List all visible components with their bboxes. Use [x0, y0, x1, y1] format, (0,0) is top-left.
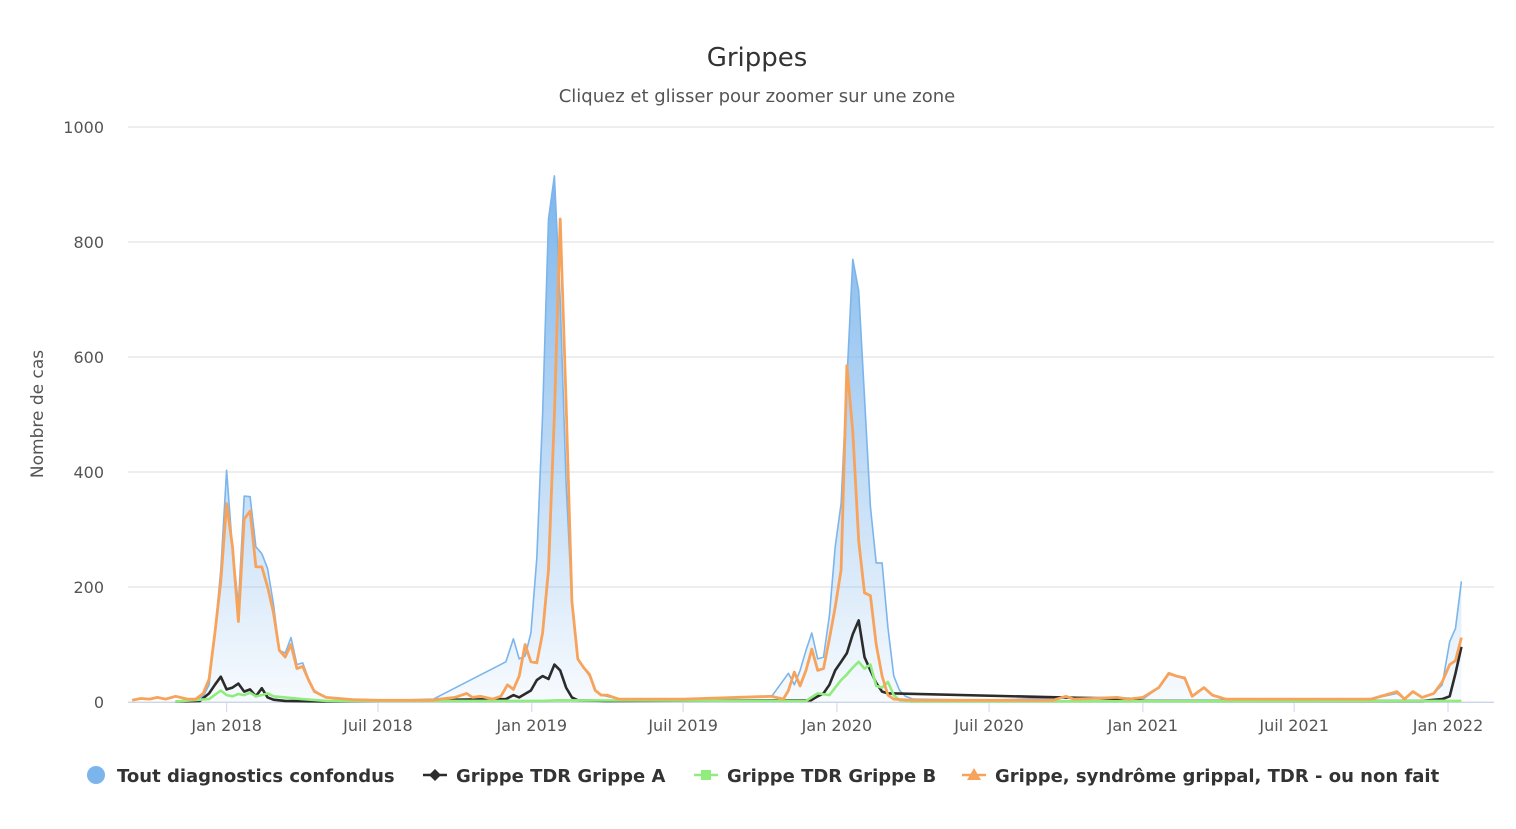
- y-tick-label: 200: [73, 578, 104, 597]
- y-tick-label: 600: [73, 348, 104, 367]
- legend-item[interactable]: Grippe, syndrôme grippal, TDR - ou non f…: [962, 766, 1440, 787]
- series-area-fill: [191, 175, 1462, 702]
- legend-circle-icon: [87, 766, 105, 784]
- y-axis-title: Nombre de cas: [28, 350, 48, 478]
- y-tick-label: 0: [94, 693, 104, 712]
- plot-series: [131, 175, 1463, 703]
- y-tick-label: 800: [73, 233, 104, 252]
- legend-triangle-icon: [967, 768, 981, 780]
- x-axis-ticks: Jan 2018 Juil 2018 Jan 2019 Juil 2019 Jan 20…: [128, 702, 1494, 735]
- y-tick-label: 400: [73, 463, 104, 482]
- legend-item[interactable]: Grippe TDR Grippe B: [694, 766, 936, 787]
- legend-diamond-icon: [429, 769, 441, 781]
- x-tick-label: Jan 2018: [190, 716, 261, 735]
- legend-label: Grippe TDR Grippe B: [727, 766, 936, 787]
- x-tick-label: Jan 2020: [801, 716, 872, 735]
- x-tick-label: Juil 2019: [647, 716, 718, 735]
- x-tick-label: Jan 2021: [1107, 716, 1178, 735]
- y-axis-ticks: 0 200 400 600 800 1000: [63, 118, 104, 712]
- x-tick-label: Jan 2022: [1412, 716, 1483, 735]
- x-tick-label: Juil 2020: [953, 716, 1024, 735]
- legend[interactable]: Tout diagnostics confondus Grippe TDR Gri…: [87, 766, 1440, 787]
- x-tick-label: Jan 2019: [496, 716, 567, 735]
- x-tick-label: Juil 2018: [342, 716, 413, 735]
- legend-label: Grippe, syndrôme grippal, TDR - ou non f…: [995, 766, 1440, 787]
- legend-item[interactable]: Tout diagnostics confondus: [87, 766, 395, 787]
- chart-title: Grippes: [707, 43, 808, 73]
- chart-subtitle: Cliquez et glisser pour zoomer sur une z…: [559, 86, 956, 107]
- series-line-syndrome-grippal[interactable]: [131, 217, 1463, 702]
- legend-label: Tout diagnostics confondus: [117, 766, 395, 787]
- x-tick-label: Juil 2021: [1258, 716, 1329, 735]
- legend-square-icon: [701, 770, 711, 780]
- y-tick-label: 1000: [63, 118, 104, 137]
- series-line-tout-diagnostics[interactable]: [191, 175, 1463, 702]
- legend-label: Grippe TDR Grippe A: [456, 766, 665, 787]
- series-line-grippe-b[interactable]: [175, 660, 1462, 703]
- legend-item[interactable]: Grippe TDR Grippe A: [423, 766, 665, 787]
- grid-lines: [128, 126, 1494, 703]
